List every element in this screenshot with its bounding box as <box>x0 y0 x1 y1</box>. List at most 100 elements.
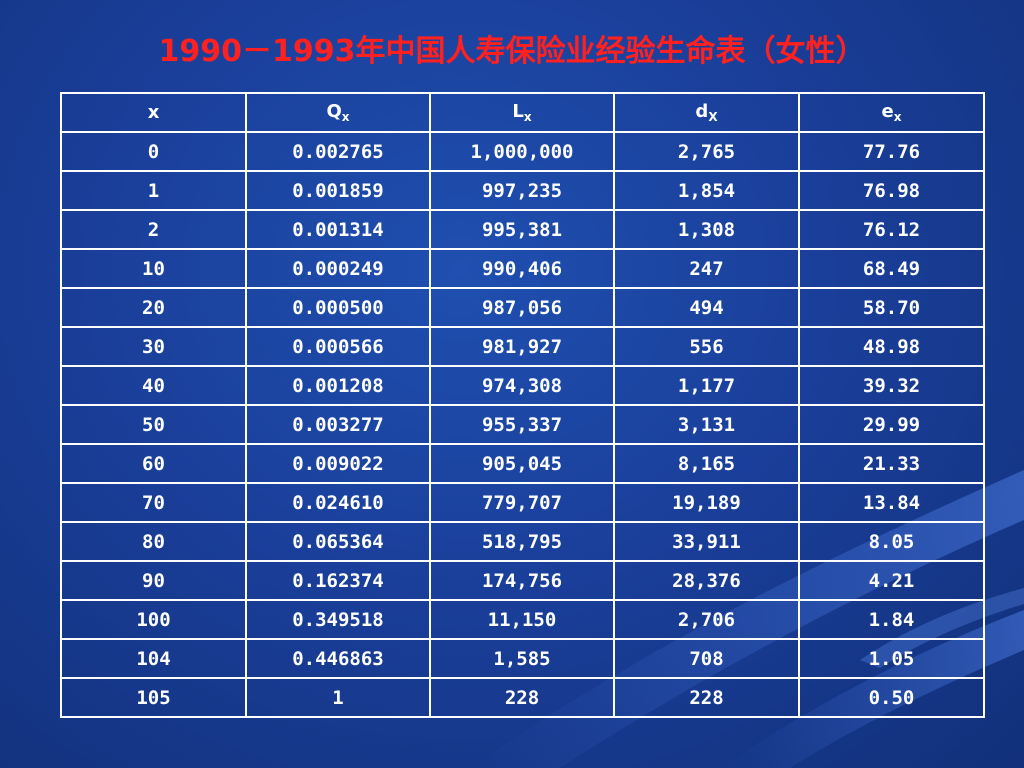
table-row: 105 1 228 228 0.50 <box>60 677 985 718</box>
table-cell-survivors: 990,406 <box>429 248 615 289</box>
table-cell-age: 105 <box>60 677 247 718</box>
table-cell-death-probability: 0.001859 <box>245 170 431 211</box>
table-cell-age: 80 <box>60 521 247 562</box>
table-cell-deaths: 2,765 <box>613 131 800 172</box>
table-row: 100 0.349518 11,150 2,706 1.84 <box>60 599 985 640</box>
table-cell-death-probability: 0.000249 <box>245 248 431 289</box>
life-table: x Qx Lx dX ex 0 0.002765 1,000,000 2,765 77.76 1 0… <box>60 92 985 718</box>
table-cell-survivors: 1,000,000 <box>429 131 615 172</box>
table-cell-age: 100 <box>60 599 247 640</box>
column-header-symbol: x <box>147 102 160 123</box>
table-header-row: x Qx Lx dX ex <box>60 92 985 133</box>
table-cell-life-expectancy: 1.05 <box>798 638 985 679</box>
table-cell-deaths: 1,308 <box>613 209 800 250</box>
table-cell-deaths: 8,165 <box>613 443 800 484</box>
table-row: 20 0.000500 987,056 494 58.70 <box>60 287 985 328</box>
table-cell-life-expectancy: 77.76 <box>798 131 985 172</box>
table-cell-life-expectancy: 21.33 <box>798 443 985 484</box>
table-row: 60 0.009022 905,045 8,165 21.33 <box>60 443 985 484</box>
table-cell-age: 40 <box>60 365 247 406</box>
table-cell-deaths: 494 <box>613 287 800 328</box>
table-cell-death-probability: 0.065364 <box>245 521 431 562</box>
column-header-life-expectancy: ex <box>798 92 985 133</box>
table-cell-survivors: 174,756 <box>429 560 615 601</box>
table-cell-death-probability: 0.002765 <box>245 131 431 172</box>
column-header-symbol: Q <box>326 101 342 122</box>
table-cell-age: 70 <box>60 482 247 523</box>
table-cell-survivors: 997,235 <box>429 170 615 211</box>
table-row: 2 0.001314 995,381 1,308 76.12 <box>60 209 985 250</box>
table-cell-deaths: 247 <box>613 248 800 289</box>
table-cell-deaths: 1,177 <box>613 365 800 406</box>
table-cell-life-expectancy: 39.32 <box>798 365 985 406</box>
table-cell-age: 50 <box>60 404 247 445</box>
table-cell-death-probability: 0.349518 <box>245 599 431 640</box>
table-cell-deaths: 228 <box>613 677 800 718</box>
table-cell-deaths: 556 <box>613 326 800 367</box>
table-cell-survivors: 905,045 <box>429 443 615 484</box>
table-cell-life-expectancy: 76.12 <box>798 209 985 250</box>
table-cell-death-probability: 0.162374 <box>245 560 431 601</box>
table-cell-deaths: 708 <box>613 638 800 679</box>
table-body: 0 0.002765 1,000,000 2,765 77.76 1 0.001859 997… <box>60 131 985 718</box>
table-cell-survivors: 11,150 <box>429 599 615 640</box>
table-cell-age: 60 <box>60 443 247 484</box>
table-cell-age: 104 <box>60 638 247 679</box>
table-cell-deaths: 28,376 <box>613 560 800 601</box>
table-row: 10 0.000249 990,406 247 68.49 <box>60 248 985 289</box>
table-cell-death-probability: 0.000500 <box>245 287 431 328</box>
table-cell-survivors: 981,927 <box>429 326 615 367</box>
table-cell-life-expectancy: 76.98 <box>798 170 985 211</box>
table-cell-age: 20 <box>60 287 247 328</box>
table-row: 1 0.001859 997,235 1,854 76.98 <box>60 170 985 211</box>
table-cell-death-probability: 0.001208 <box>245 365 431 406</box>
table-cell-age: 2 <box>60 209 247 250</box>
table-cell-death-probability: 0.446863 <box>245 638 431 679</box>
table-cell-life-expectancy: 68.49 <box>798 248 985 289</box>
column-header-symbol: e <box>881 101 894 122</box>
table-row: 30 0.000566 981,927 556 48.98 <box>60 326 985 367</box>
slide-title: 1990－1993年中国人寿保险业经验生命表（女性） <box>158 34 866 69</box>
table-row: 70 0.024610 779,707 19,189 13.84 <box>60 482 985 523</box>
table-row: 80 0.065364 518,795 33,911 8.05 <box>60 521 985 562</box>
column-header-subscript: x <box>893 110 902 124</box>
table-cell-life-expectancy: 0.50 <box>798 677 985 718</box>
table-cell-deaths: 1,854 <box>613 170 800 211</box>
table-cell-death-probability: 0.001314 <box>245 209 431 250</box>
table-cell-life-expectancy: 1.84 <box>798 599 985 640</box>
table-row: 104 0.446863 1,585 708 1.05 <box>60 638 985 679</box>
table-cell-age: 1 <box>60 170 247 211</box>
table-cell-age: 10 <box>60 248 247 289</box>
table-cell-survivors: 987,056 <box>429 287 615 328</box>
table-row: 90 0.162374 174,756 28,376 4.21 <box>60 560 985 601</box>
table-cell-age: 30 <box>60 326 247 367</box>
table-cell-life-expectancy: 48.98 <box>798 326 985 367</box>
column-header-deaths: dX <box>613 92 800 133</box>
table-row: 0 0.002765 1,000,000 2,765 77.76 <box>60 131 985 172</box>
table-cell-death-probability: 0.003277 <box>245 404 431 445</box>
table-cell-age: 0 <box>60 131 247 172</box>
table-row: 40 0.001208 974,308 1,177 39.32 <box>60 365 985 406</box>
table-cell-life-expectancy: 29.99 <box>798 404 985 445</box>
table-cell-deaths: 2,706 <box>613 599 800 640</box>
table-cell-survivors: 1,585 <box>429 638 615 679</box>
table-cell-age: 90 <box>60 560 247 601</box>
column-header-death-probability: Qx <box>245 92 431 133</box>
table-cell-deaths: 19,189 <box>613 482 800 523</box>
table-cell-survivors: 228 <box>429 677 615 718</box>
table-cell-survivors: 518,795 <box>429 521 615 562</box>
table-cell-survivors: 974,308 <box>429 365 615 406</box>
column-header-symbol: L <box>512 101 524 122</box>
table-row: 50 0.003277 955,337 3,131 29.99 <box>60 404 985 445</box>
table-cell-life-expectancy: 4.21 <box>798 560 985 601</box>
table-cell-death-probability: 1 <box>245 677 431 718</box>
table-cell-death-probability: 0.000566 <box>245 326 431 367</box>
table-cell-survivors: 779,707 <box>429 482 615 523</box>
table-cell-life-expectancy: 13.84 <box>798 482 985 523</box>
column-header-subscript: x <box>523 110 532 124</box>
table-cell-life-expectancy: 8.05 <box>798 521 985 562</box>
table-cell-survivors: 955,337 <box>429 404 615 445</box>
table-cell-deaths: 3,131 <box>613 404 800 445</box>
table-cell-death-probability: 0.024610 <box>245 482 431 523</box>
table-cell-life-expectancy: 58.70 <box>798 287 985 328</box>
